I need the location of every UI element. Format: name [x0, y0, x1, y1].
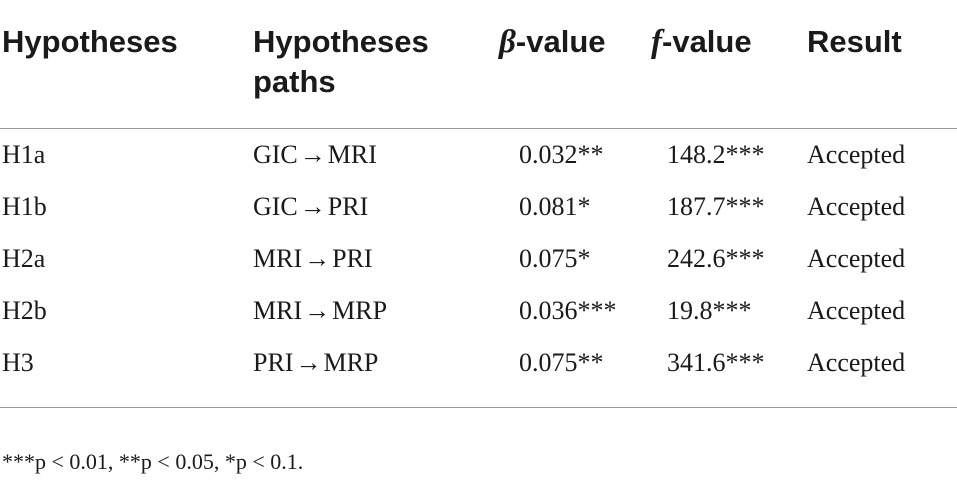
hypothesis-id: H1b	[2, 192, 47, 221]
path-to: MRP	[332, 296, 388, 325]
result-value: Accepted	[807, 296, 906, 325]
significance-footnote: ***p < 0.01, **p < 0.05, *p < 0.1.	[2, 449, 304, 474]
f-suffix: -value	[662, 24, 752, 59]
result-value: Accepted	[807, 192, 906, 221]
arrow-icon: →	[299, 140, 326, 169]
f-value: 341.6***	[667, 348, 765, 377]
beta-symbol: β	[499, 24, 516, 60]
table-row: H3 PRI→MRP 0.075** 341.6*** Accepted	[0, 337, 957, 389]
f-value: 187.7***	[667, 192, 765, 221]
path-from: GIC	[253, 192, 298, 221]
f-value: 148.2***	[667, 140, 765, 169]
path-from: MRI	[253, 244, 303, 273]
table-body: H1a GIC→MRI 0.032** 148.2*** Accepted H1…	[0, 129, 957, 408]
hypothesis-id: H3	[2, 348, 34, 377]
path-to: MRI	[327, 140, 377, 169]
table-header-row: Hypotheses Hypotheses paths β-value f-va…	[0, 0, 957, 129]
hypothesis-id: H2b	[2, 296, 47, 325]
path-from: GIC	[253, 140, 298, 169]
path-from: PRI	[253, 348, 294, 377]
beta-value: 0.032**	[519, 140, 604, 169]
table-row: H2a MRI→PRI 0.075* 242.6*** Accepted	[0, 233, 957, 285]
table-row: H1a GIC→MRI 0.032** 148.2*** Accepted	[0, 129, 957, 181]
beta-suffix: -value	[515, 24, 606, 59]
hypothesis-path: GIC→PRI	[253, 181, 368, 233]
hypothesis-id: H1a	[2, 140, 46, 169]
header-hypotheses-paths: Hypotheses paths	[253, 22, 429, 102]
path-to: PRI	[327, 192, 369, 221]
f-value: 19.8***	[667, 296, 752, 325]
header-beta-value: β-value	[499, 22, 606, 62]
hypotheses-table: Hypotheses Hypotheses paths β-value f-va…	[0, 0, 957, 408]
beta-value: 0.075**	[519, 348, 604, 377]
table-row: H1b GIC→PRI 0.081* 187.7*** Accepted	[0, 181, 957, 233]
result-value: Accepted	[807, 244, 906, 273]
arrow-icon: →	[299, 192, 326, 221]
path-from: MRI	[253, 296, 303, 325]
beta-value: 0.036***	[519, 296, 617, 325]
header-result: Result	[807, 24, 902, 59]
hypothesis-path: GIC→MRI	[253, 129, 377, 181]
arrow-icon: →	[304, 296, 331, 325]
beta-value: 0.075*	[519, 244, 591, 273]
beta-value: 0.081*	[519, 192, 591, 221]
hypothesis-path: MRI→PRI	[253, 233, 373, 285]
hypothesis-path: PRI→MRP	[253, 337, 378, 389]
path-to: MRP	[323, 348, 379, 377]
result-value: Accepted	[807, 140, 906, 169]
hypothesis-id: H2a	[2, 244, 46, 273]
f-symbol: f	[651, 24, 662, 60]
arrow-icon: →	[304, 244, 331, 273]
arrow-icon: →	[295, 348, 322, 377]
hypothesis-path: MRI→MRP	[253, 285, 387, 337]
path-to: PRI	[332, 244, 373, 273]
header-paths-line1: Hypotheses	[253, 24, 429, 59]
header-f-value: f-value	[651, 22, 752, 62]
result-value: Accepted	[807, 348, 906, 377]
header-hypotheses: Hypotheses	[2, 24, 178, 59]
f-value: 242.6***	[667, 244, 765, 273]
table-row: H2b MRI→MRP 0.036*** 19.8*** Accepted	[0, 285, 957, 337]
header-paths-line2: paths	[253, 64, 336, 99]
